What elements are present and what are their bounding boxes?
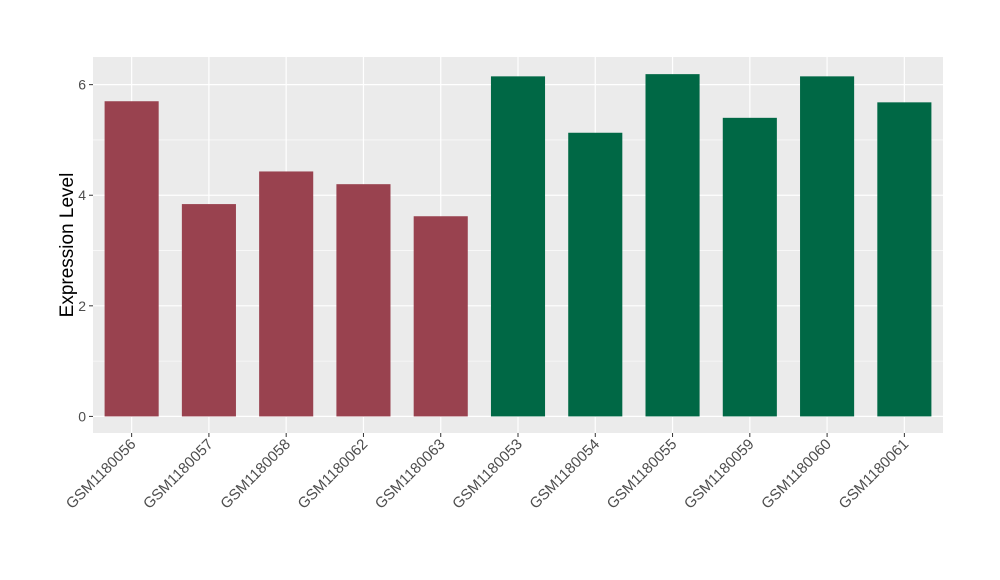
y-axis-title: Expression Level — [57, 173, 78, 318]
x-tick-label: GSM1180056 — [63, 436, 140, 513]
bar-gsm1180061 — [877, 102, 932, 417]
bar-gsm1180054 — [568, 132, 623, 417]
y-axis: 0 2 4 6 — [78, 77, 93, 424]
x-tick-label: GSM1180053 — [449, 436, 526, 513]
y-tick-label: 4 — [78, 187, 86, 203]
x-tick-label: GSM1180063 — [372, 436, 449, 513]
x-tick-label: GSM1180062 — [295, 436, 372, 513]
bar-gsm1180060 — [800, 76, 855, 417]
bar-gsm1180056 — [104, 101, 159, 417]
y-tick-label: 2 — [78, 298, 86, 314]
x-tick-label: GSM1180060 — [758, 436, 835, 513]
x-tick-label: GSM1180058 — [217, 436, 294, 513]
bar-gsm1180053 — [490, 76, 546, 417]
bar-gsm1180058 — [259, 171, 314, 417]
x-tick-label: GSM1180054 — [526, 436, 603, 513]
bars — [104, 74, 932, 417]
x-tick-label: GSM1180055 — [604, 436, 681, 513]
bar-gsm1180057 — [181, 204, 236, 417]
x-axis: GSM1180056 GSM1180057 GSM1180058 GSM1180062… — [63, 433, 912, 512]
y-tick-label: 0 — [78, 408, 86, 424]
y-tick-label: 6 — [78, 77, 86, 93]
bar-gsm1180062 — [336, 184, 391, 417]
bar-gsm1180059 — [722, 117, 777, 417]
x-tick-label: GSM1180057 — [140, 436, 217, 513]
x-tick-label: GSM1180061 — [836, 436, 913, 513]
bar-gsm1180063 — [413, 216, 468, 417]
bar-gsm1180055 — [645, 74, 700, 417]
x-tick-label: GSM1180059 — [681, 436, 758, 513]
